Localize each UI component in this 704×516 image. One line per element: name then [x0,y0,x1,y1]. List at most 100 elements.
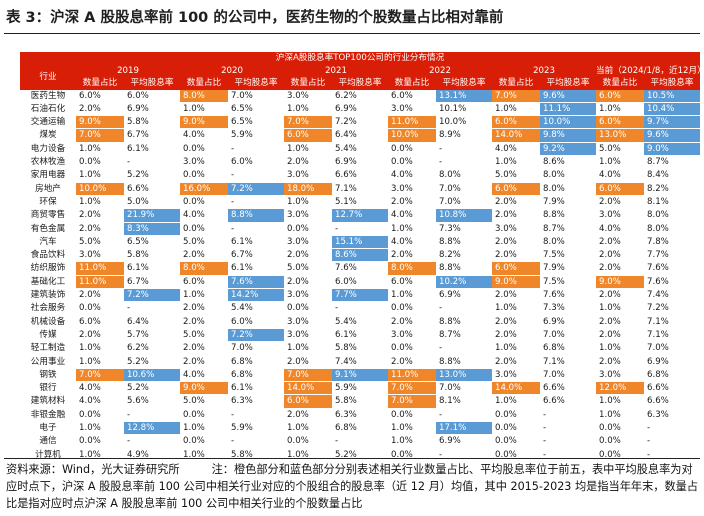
count-share-cell: 0.0% [596,448,644,462]
avg-yield-cell: 5.2% [124,168,180,183]
table-row: 环保 1.0% 5.0% 0.0% -1.0% 5.1% 2.0% 7.0% 2.0% 7.9% 2… [20,195,700,210]
avg-yield-cell: - [436,448,492,462]
count-share-cell: 3.0% [492,222,540,236]
avg-yield-cell: 21.9% [124,208,180,223]
count-share-cell: 1.0% [284,195,332,210]
count-share-header: 数量占比 [284,77,332,90]
table-row: 非银金融 0.0% -0.0% -2.0% 6.3% 0.0% -0.0% -1.0% 6.3% [20,408,700,423]
count-share-cell: 1.0% [76,355,124,369]
industry-name-cell: 煤炭 [20,128,76,143]
count-share-cell: 1.0% [76,195,124,210]
avg-yield-cell: 6.8% [540,341,596,356]
avg-yield-cell: 6.7% [124,275,180,290]
count-share-cell: 1.0% [76,421,124,436]
count-share-cell: 3.0% [284,288,332,303]
avg-yield-cell: 8.0% [644,208,700,223]
avg-yield-cell: - [228,222,284,236]
avg-yield-cell: 7.7% [332,288,388,303]
count-share-cell: 13.0% [596,128,644,143]
avg-yield-header: 平均股息率 [124,77,180,90]
count-share-header: 数量占比 [596,77,644,90]
count-share-cell: 2.0% [492,288,540,303]
count-share-cell: 4.0% [76,381,124,396]
table-row: 通信 0.0% -0.0% -0.0% -1.0% 6.9% 0.0% -0.0% - [20,434,700,449]
count-share-cell: 0.0% [388,448,436,462]
avg-yield-cell: 13.1% [436,89,492,103]
count-share-cell: 7.0% [492,89,540,103]
count-share-cell: 0.0% [76,408,124,423]
count-share-cell: 5.0% [180,394,228,409]
avg-yield-cell: - [332,434,388,449]
count-share-cell: 6.0% [492,115,540,130]
avg-yield-cell: 6.3% [644,408,700,423]
avg-yield-cell: 5.2% [332,448,388,462]
industry-name-cell: 通信 [20,434,76,449]
avg-yield-cell: 6.1% [228,381,284,396]
count-share-header: 数量占比 [492,77,540,90]
industry-name-cell: 交通运输 [20,115,76,130]
count-share-cell: 18.0% [284,182,332,196]
count-share-cell: 4.0% [596,222,644,236]
avg-yield-cell: 7.2% [228,182,284,196]
count-share-cell: 2.0% [76,208,124,223]
avg-yield-cell: - [124,301,180,316]
avg-yield-cell: - [124,155,180,170]
avg-yield-cell: 6.9% [540,315,596,329]
avg-yield-cell: 7.0% [436,182,492,196]
count-share-cell: 3.0% [284,89,332,103]
avg-yield-cell: 5.4% [332,315,388,329]
table-row: 煤炭 7.0% 6.7% 4.0% 5.9% 6.0% 6.4% 10.0% 8.9% 14.0%… [20,128,700,143]
footnote: 资料来源：Wind，光大证券研究所 注：橙色部分和蓝色部分分别表述相关行业数量占… [6,461,700,512]
count-share-cell: 5.0% [180,235,228,250]
avg-yield-cell: 13.0% [436,368,492,383]
table-row: 石油石化 2.0% 6.9% 1.0% 6.5% 1.0% 6.9% 3.0% 10.1% 1.0… [20,102,700,117]
avg-yield-cell: 5.4% [228,301,284,316]
avg-yield-cell: 8.4% [644,168,700,183]
avg-yield-cell: 10.0% [436,115,492,130]
avg-yield-cell: - [228,434,284,449]
avg-yield-cell: 7.1% [540,355,596,369]
count-share-cell: 1.0% [76,168,124,183]
avg-yield-cell: 6.6% [644,394,700,409]
industry-name-cell: 钢铁 [20,368,76,383]
table-row: 食品饮料 3.0% 5.8% 2.0% 6.7% 2.0% 8.6% 2.0% 8.2% 2.0%… [20,248,700,263]
count-share-cell: 11.0% [388,368,436,383]
avg-yield-header: 平均股息率 [436,77,492,90]
count-share-cell: 0.0% [76,434,124,449]
count-share-cell: 2.0% [596,248,644,263]
count-share-cell: 1.0% [492,102,540,117]
avg-yield-cell: 5.9% [228,421,284,436]
avg-yield-cell: 10.6% [124,368,180,383]
avg-yield-cell: 6.1% [228,235,284,250]
avg-yield-cell: 6.8% [644,368,700,383]
page-title: 表 3：沪深 A 股股息率前 100 的公司中，医药生物的个股数量占比相对靠前 [6,10,504,26]
avg-yield-cell: 5.8% [124,248,180,263]
count-share-cell: 1.0% [596,341,644,356]
industry-name-cell: 食品饮料 [20,248,76,263]
avg-yield-cell: 12.8% [124,421,180,436]
count-share-cell: 2.0% [596,261,644,276]
avg-yield-cell: 10.2% [436,275,492,290]
avg-yield-cell: 6.4% [332,128,388,143]
avg-yield-cell: 6.3% [332,408,388,423]
count-share-cell: 0.0% [596,434,644,449]
avg-yield-cell: 7.4% [332,355,388,369]
count-share-cell: 2.0% [492,328,540,343]
title-underline [4,33,700,34]
count-share-cell: 7.0% [76,128,124,143]
industry-distribution-table: 沪深A股股息率TOP100公司的行业分布情况 行业 2019 2020 2021… [20,52,700,462]
count-share-cell: 0.0% [76,155,124,170]
avg-yield-cell: 8.0% [436,168,492,183]
count-share-cell: 8.0% [180,261,228,276]
avg-yield-cell: 5.9% [332,381,388,396]
avg-yield-cell: 7.2% [332,115,388,130]
table-row: 医药生物 6.0% 6.0% 8.0% 7.0% 3.0% 6.2% 6.0% 13.1% 7.0… [20,89,700,103]
avg-yield-cell: 7.6% [228,275,284,290]
table-row: 纺织服饰 11.0% 6.1% 8.0% 6.1% 5.0% 7.6% 8.0% 8.8% 6.0… [20,261,700,276]
year-header: 2020 [180,65,284,78]
count-share-cell: 1.0% [284,102,332,117]
count-share-cell: 7.0% [76,368,124,383]
count-share-cell: 2.0% [180,355,228,369]
avg-yield-cell: 7.6% [644,275,700,290]
count-share-cell: 2.0% [596,328,644,343]
